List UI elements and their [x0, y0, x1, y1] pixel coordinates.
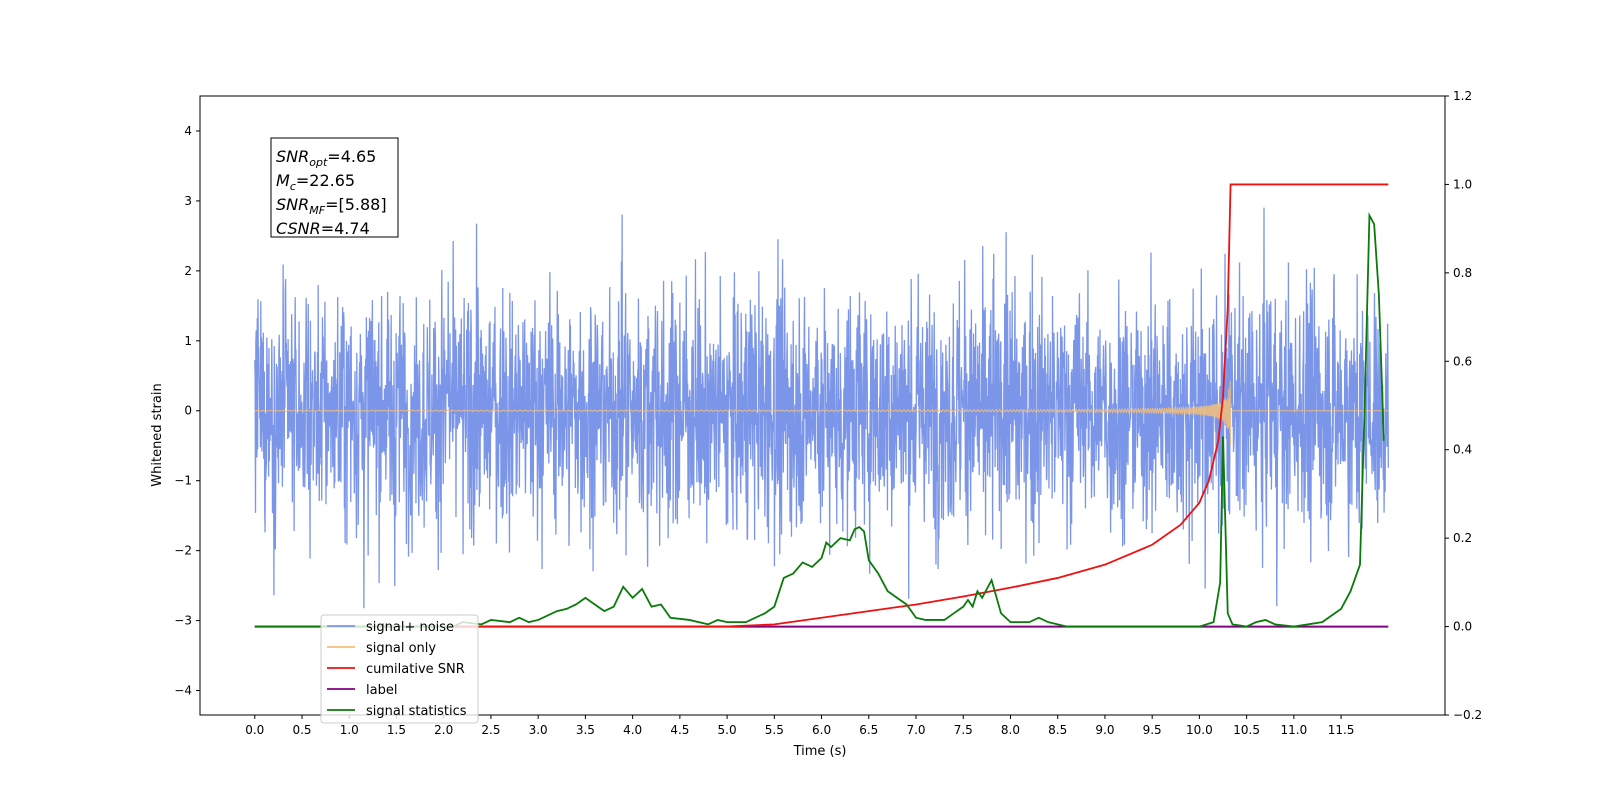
x-tick-label: 6.5: [859, 723, 878, 737]
series-cumulative-snr: [254, 183, 1389, 628]
x-tick-label: 4.0: [623, 723, 642, 737]
y-axis-right: 1.2 1.0 0.8 0.6 0.4 0.2 0.0 −0.2: [1445, 89, 1482, 722]
y-tick-label: −3: [174, 614, 192, 628]
x-tick-label: 7.5: [954, 723, 973, 737]
legend: signal+ noise signal only cumilative SNR la…: [320, 614, 479, 724]
x-tick-label: 9.5: [1143, 723, 1162, 737]
annotation-line: CSNR=4.74: [276, 219, 370, 238]
annotation-line: SNRopt=4.65: [276, 147, 376, 169]
x-tick-label: 10.0: [1186, 723, 1213, 737]
x-tick-label: 1.0: [340, 723, 359, 737]
y-axis-left: 4 3 2 1 0 −1 −2 −3 −4: [174, 124, 200, 698]
x-tick-label: 3.5: [576, 723, 595, 737]
y-tick-label: 4: [184, 124, 192, 138]
x-tick-label: 7.0: [906, 723, 925, 737]
x-tick-label: 8.5: [1048, 723, 1067, 737]
y2-tick-label: 0.8: [1453, 266, 1472, 280]
y-tick-label: 1: [184, 334, 192, 348]
series-signal-statistics: [254, 211, 1385, 628]
legend-label: signal only: [366, 641, 436, 656]
x-axis-label: Time (s): [793, 744, 847, 759]
series-signal-only: [254, 380, 1389, 446]
y-tick-label: −4: [174, 684, 192, 698]
x-tick-label: 0.0: [245, 723, 264, 737]
y-axis-label: Whitened strain: [150, 383, 165, 486]
plot-area-frame: [199, 95, 1446, 716]
y-tick-label: 2: [184, 264, 192, 278]
y-tick-label: 3: [184, 194, 192, 208]
x-tick-label: 9.0: [1095, 723, 1114, 737]
legend-label: cumilative SNR: [366, 662, 465, 677]
x-tick-label: 5.5: [765, 723, 784, 737]
legend-frame: [320, 614, 479, 724]
x-tick-label: 5.0: [718, 723, 737, 737]
x-tick-label: 2.0: [434, 723, 453, 737]
x-tick-label: 8.0: [1001, 723, 1020, 737]
x-tick-label: 6.0: [812, 723, 831, 737]
annotation-frame: [270, 137, 399, 238]
y2-tick-label: −0.2: [1453, 708, 1482, 722]
y2-tick-label: 0.6: [1453, 354, 1472, 368]
y2-tick-label: 0.4: [1453, 443, 1472, 457]
y-tick-label: −1: [174, 474, 192, 488]
y2-tick-label: 0.0: [1453, 620, 1472, 634]
legend-label: signal statistics: [366, 704, 467, 719]
x-tick-label: 1.5: [387, 723, 406, 737]
x-axis: 0.0 0.5 1.0 1.5 2.0 2.5 3.0 3.5 4.0 4.5 5.0 5.5 6.0 6…: [245, 715, 1354, 737]
x-tick-label: 0.5: [292, 723, 311, 737]
legend-label: signal+ noise: [366, 620, 454, 635]
y2-tick-label: 1.0: [1453, 177, 1472, 191]
y2-tick-label: 0.2: [1453, 531, 1472, 545]
x-tick-label: 4.5: [670, 723, 689, 737]
annotation-line: SNRMF=[5.88]: [276, 195, 387, 217]
y2-tick-label: 1.2: [1453, 89, 1472, 103]
x-tick-label: 11.5: [1328, 723, 1355, 737]
series-signal-noise: [254, 207, 1389, 609]
legend-label: label: [366, 683, 397, 698]
annotation-line: Mc=22.65: [276, 171, 355, 193]
y-tick-label: 0: [184, 404, 192, 418]
x-tick-label: 3.0: [529, 723, 548, 737]
x-tick-label: 10.5: [1233, 723, 1260, 737]
x-tick-label: 11.0: [1281, 723, 1308, 737]
x-tick-label: 2.5: [481, 723, 500, 737]
y-tick-label: −2: [174, 544, 192, 558]
